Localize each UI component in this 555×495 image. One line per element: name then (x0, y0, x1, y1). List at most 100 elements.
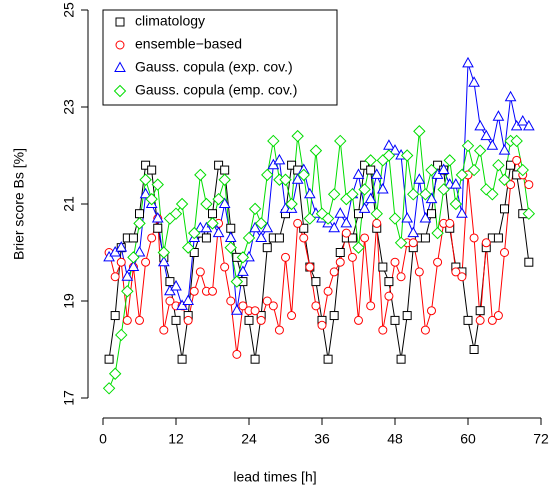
data-point (400, 149, 414, 162)
x-tick-label: 72 (533, 431, 549, 447)
data-point (188, 226, 201, 240)
data-point (244, 315, 254, 325)
data-point (303, 187, 316, 199)
data-point (419, 188, 432, 201)
data-point (261, 221, 274, 233)
data-point (427, 306, 436, 316)
data-point (346, 188, 359, 201)
data-point (376, 182, 389, 194)
legend-label: ensemble−based (135, 36, 242, 52)
data-point (102, 382, 116, 395)
data-point (334, 134, 347, 148)
data-point (388, 212, 402, 225)
data-point (449, 197, 463, 211)
data-point (364, 154, 377, 167)
data-point (425, 192, 438, 204)
data-point (481, 238, 491, 248)
data-point (175, 197, 189, 211)
data-point (169, 207, 183, 220)
data-point (236, 251, 250, 264)
data-point (360, 160, 370, 170)
data-point (133, 245, 146, 257)
data-point (139, 173, 152, 186)
data-point (469, 233, 479, 243)
x-tick-label: 12 (168, 431, 184, 447)
data-point (329, 267, 339, 277)
data-point (384, 277, 394, 287)
data-point (189, 248, 199, 257)
data-point (274, 325, 284, 335)
data-point (317, 320, 327, 330)
data-point (135, 209, 144, 219)
data-point (238, 301, 248, 311)
data-point (358, 183, 371, 196)
data-point (224, 241, 237, 254)
data-point (110, 272, 120, 282)
data-point (262, 296, 272, 306)
data-point (473, 144, 487, 157)
data-point (522, 119, 535, 131)
data-point (194, 168, 207, 182)
data-point (303, 212, 317, 225)
data-point (419, 212, 432, 223)
data-point (462, 56, 474, 68)
data-point (455, 168, 469, 182)
data-point (151, 178, 164, 191)
data-point (390, 257, 400, 267)
data-point (297, 168, 310, 182)
legend-label: climatology (135, 13, 205, 29)
data-point (261, 168, 274, 182)
series-line (108, 131, 530, 389)
data-point (358, 202, 371, 213)
data-point (153, 223, 163, 233)
data-point (524, 180, 534, 190)
data-point (370, 207, 383, 220)
data-point (347, 233, 357, 243)
data-point (250, 306, 260, 316)
data-point (121, 285, 134, 298)
data-point (463, 315, 473, 325)
data-point (402, 311, 412, 321)
data-point (335, 248, 345, 257)
x-tick-label: 24 (241, 431, 257, 447)
data-point (256, 315, 266, 325)
data-point (287, 311, 297, 321)
data-point (285, 197, 298, 211)
data-point (311, 277, 321, 287)
data-point (420, 325, 430, 335)
data-point (293, 218, 303, 228)
data-point (506, 180, 516, 190)
data-point (323, 286, 333, 296)
x-tick-label: 48 (387, 431, 403, 447)
data-point (431, 226, 444, 240)
data-point (157, 255, 170, 267)
data-point (524, 257, 534, 267)
data-point (500, 204, 509, 214)
y-axis-label: Brier score Bs [%] (11, 148, 27, 260)
data-point (492, 158, 505, 172)
data-point (396, 354, 406, 364)
data-point (128, 233, 138, 243)
data-point (311, 301, 321, 311)
data-point (487, 315, 497, 325)
data-point (170, 279, 182, 291)
data-point (504, 90, 517, 102)
data-point (396, 272, 406, 282)
data-point (121, 270, 134, 281)
data-point (420, 233, 430, 243)
data-point (427, 209, 436, 219)
data-point (220, 165, 230, 175)
data-point (226, 296, 236, 306)
data-point (232, 349, 242, 359)
data-point (360, 233, 370, 243)
data-point (493, 233, 503, 243)
data-point (347, 252, 357, 262)
legend-symbol (115, 17, 125, 27)
data-point (480, 129, 493, 141)
data-point (366, 301, 376, 311)
data-point (309, 144, 323, 157)
data-point (115, 328, 128, 342)
data-point (493, 311, 503, 321)
data-point (230, 275, 244, 288)
